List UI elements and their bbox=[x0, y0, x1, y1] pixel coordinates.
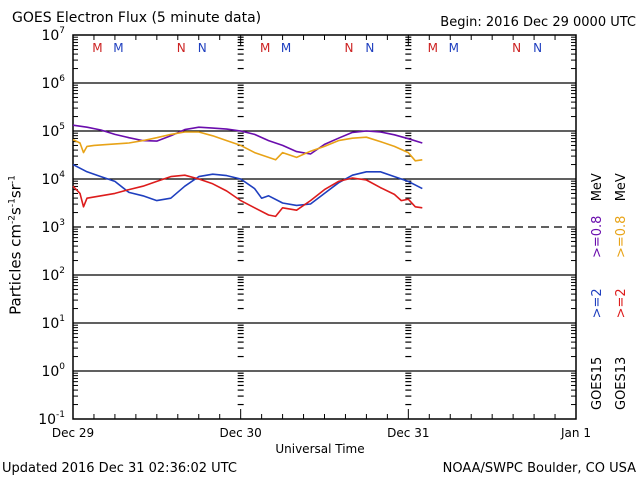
legend-goes15-ge2: >=2 bbox=[590, 288, 605, 319]
local-time-marker: N bbox=[344, 41, 353, 55]
legend-goes15-unit: MeV bbox=[590, 173, 605, 202]
x-tick-label: Dec 29 bbox=[52, 426, 94, 440]
begin-date: Begin: 2016 Dec 29 0000 UTC bbox=[440, 15, 636, 30]
local-time-marker: M bbox=[113, 41, 123, 55]
updated-timestamp: Updated 2016 Dec 31 02:36:02 UTC bbox=[2, 461, 237, 476]
legend-goes13-ge2: >=2 bbox=[614, 288, 629, 319]
legend-goes13-label: GOES13 bbox=[614, 356, 629, 410]
y-tick-label: 106 bbox=[41, 74, 65, 92]
series-line-1 bbox=[72, 131, 423, 162]
y-tick-label: 101 bbox=[41, 314, 65, 332]
y-tick-label: 10-1 bbox=[38, 410, 65, 428]
x-tick-label: Jan 1 bbox=[560, 426, 591, 440]
local-time-marker: N bbox=[365, 41, 374, 55]
series-line-2 bbox=[72, 163, 423, 207]
series-line-0 bbox=[72, 124, 423, 155]
x-tick-label: Dec 30 bbox=[220, 426, 262, 440]
legend-goes13-unit: MeV bbox=[614, 173, 629, 202]
credit-text: NOAA/SWPC Boulder, CO USA bbox=[442, 461, 636, 476]
legend-goes15: GOES15 >=2 >=0.8 MeV bbox=[590, 173, 605, 410]
chart-title: GOES Electron Flux (5 minute data) bbox=[12, 10, 262, 26]
y-tick-label: 104 bbox=[41, 170, 65, 188]
legend-goes13: GOES13 >=2 >=0.8 MeV bbox=[614, 173, 629, 410]
local-time-marker: N bbox=[198, 41, 207, 55]
local-time-marker: M bbox=[92, 41, 102, 55]
y-tick-label: 100 bbox=[41, 362, 65, 380]
y-tick-label: 107 bbox=[41, 26, 65, 44]
x-tick-label: Dec 31 bbox=[387, 426, 429, 440]
local-time-marker: M bbox=[260, 41, 270, 55]
local-time-marker: N bbox=[512, 41, 521, 55]
y-tick-label: 103 bbox=[41, 218, 65, 236]
y-tick-label: 105 bbox=[41, 122, 65, 140]
local-time-marker: M bbox=[281, 41, 291, 55]
local-time-marker: N bbox=[177, 41, 186, 55]
series-line-3 bbox=[72, 174, 423, 218]
local-time-marker: M bbox=[428, 41, 438, 55]
y-tick-label: 102 bbox=[41, 266, 65, 284]
legend-goes15-ge08: >=0.8 bbox=[590, 215, 605, 259]
local-time-marker: N bbox=[533, 41, 542, 55]
legend-goes15-label: GOES15 bbox=[590, 356, 605, 410]
local-time-marker: M bbox=[449, 41, 459, 55]
x-axis-label: Universal Time bbox=[275, 442, 365, 456]
legend-goes13-ge08: >=0.8 bbox=[614, 215, 629, 259]
